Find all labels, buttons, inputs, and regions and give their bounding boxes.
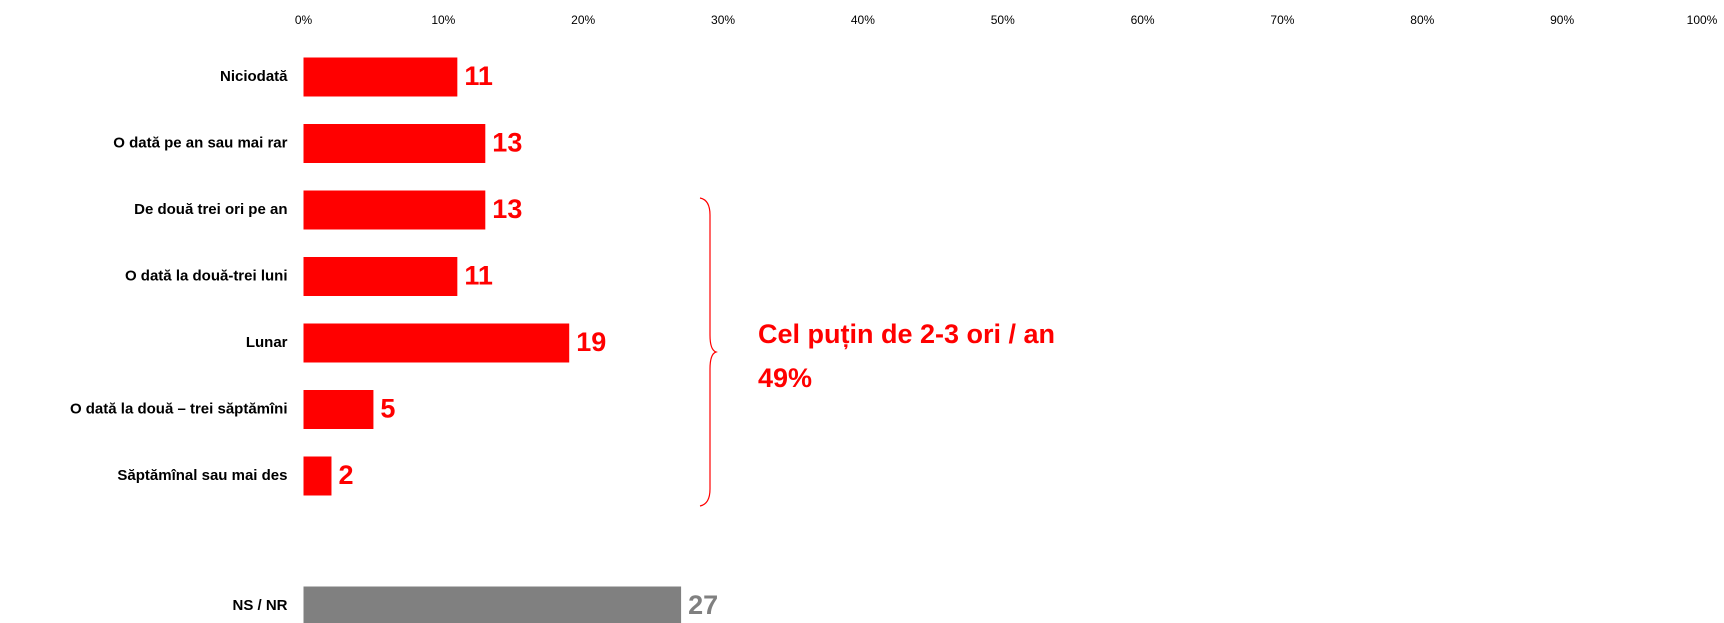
bar [303,57,458,97]
value-label: 27 [688,590,718,620]
x-tick-label: 40% [851,13,875,27]
bar [303,586,682,623]
category-label: Lunar [246,334,288,351]
bar [303,456,332,496]
category-label: Săptămînal sau mai des [117,467,287,484]
category-label: De două trei ori pe an [134,201,287,218]
value-label: 19 [576,327,606,357]
bar [303,390,374,429]
x-tick-label: 50% [991,13,1015,27]
bar [303,190,486,230]
x-tick-label: 0% [295,13,313,27]
annotation: 49% [758,363,812,393]
x-tick-label: 100% [1687,13,1718,27]
x-tick-label: 90% [1550,13,1574,27]
x-tick-label: 70% [1270,13,1294,27]
category-label: NS / NR [232,597,287,614]
category-label: O dată la două – trei săptămîni [70,400,288,417]
x-tick-label: 60% [1131,13,1155,27]
bar [303,323,570,363]
x-tick-label: 80% [1410,13,1434,27]
bar [303,124,486,163]
annotation: Cel puțin de 2-3 ori / an [758,319,1055,349]
x-tick-label: 10% [431,13,455,27]
x-tick-label: 20% [571,13,595,27]
x-tick-label: 30% [711,13,735,27]
value-label: 11 [464,261,493,291]
brace [699,197,718,507]
value-label: 2 [338,460,353,490]
category-label: O dată la două-trei luni [125,267,288,284]
value-label: 5 [380,394,395,424]
category-label: Niciodată [220,68,288,85]
bar [303,257,458,296]
category-label: O dată pe an sau mai rar [113,134,287,151]
value-label: 11 [464,61,493,91]
value-label: 13 [492,194,522,224]
value-label: 13 [492,128,522,158]
